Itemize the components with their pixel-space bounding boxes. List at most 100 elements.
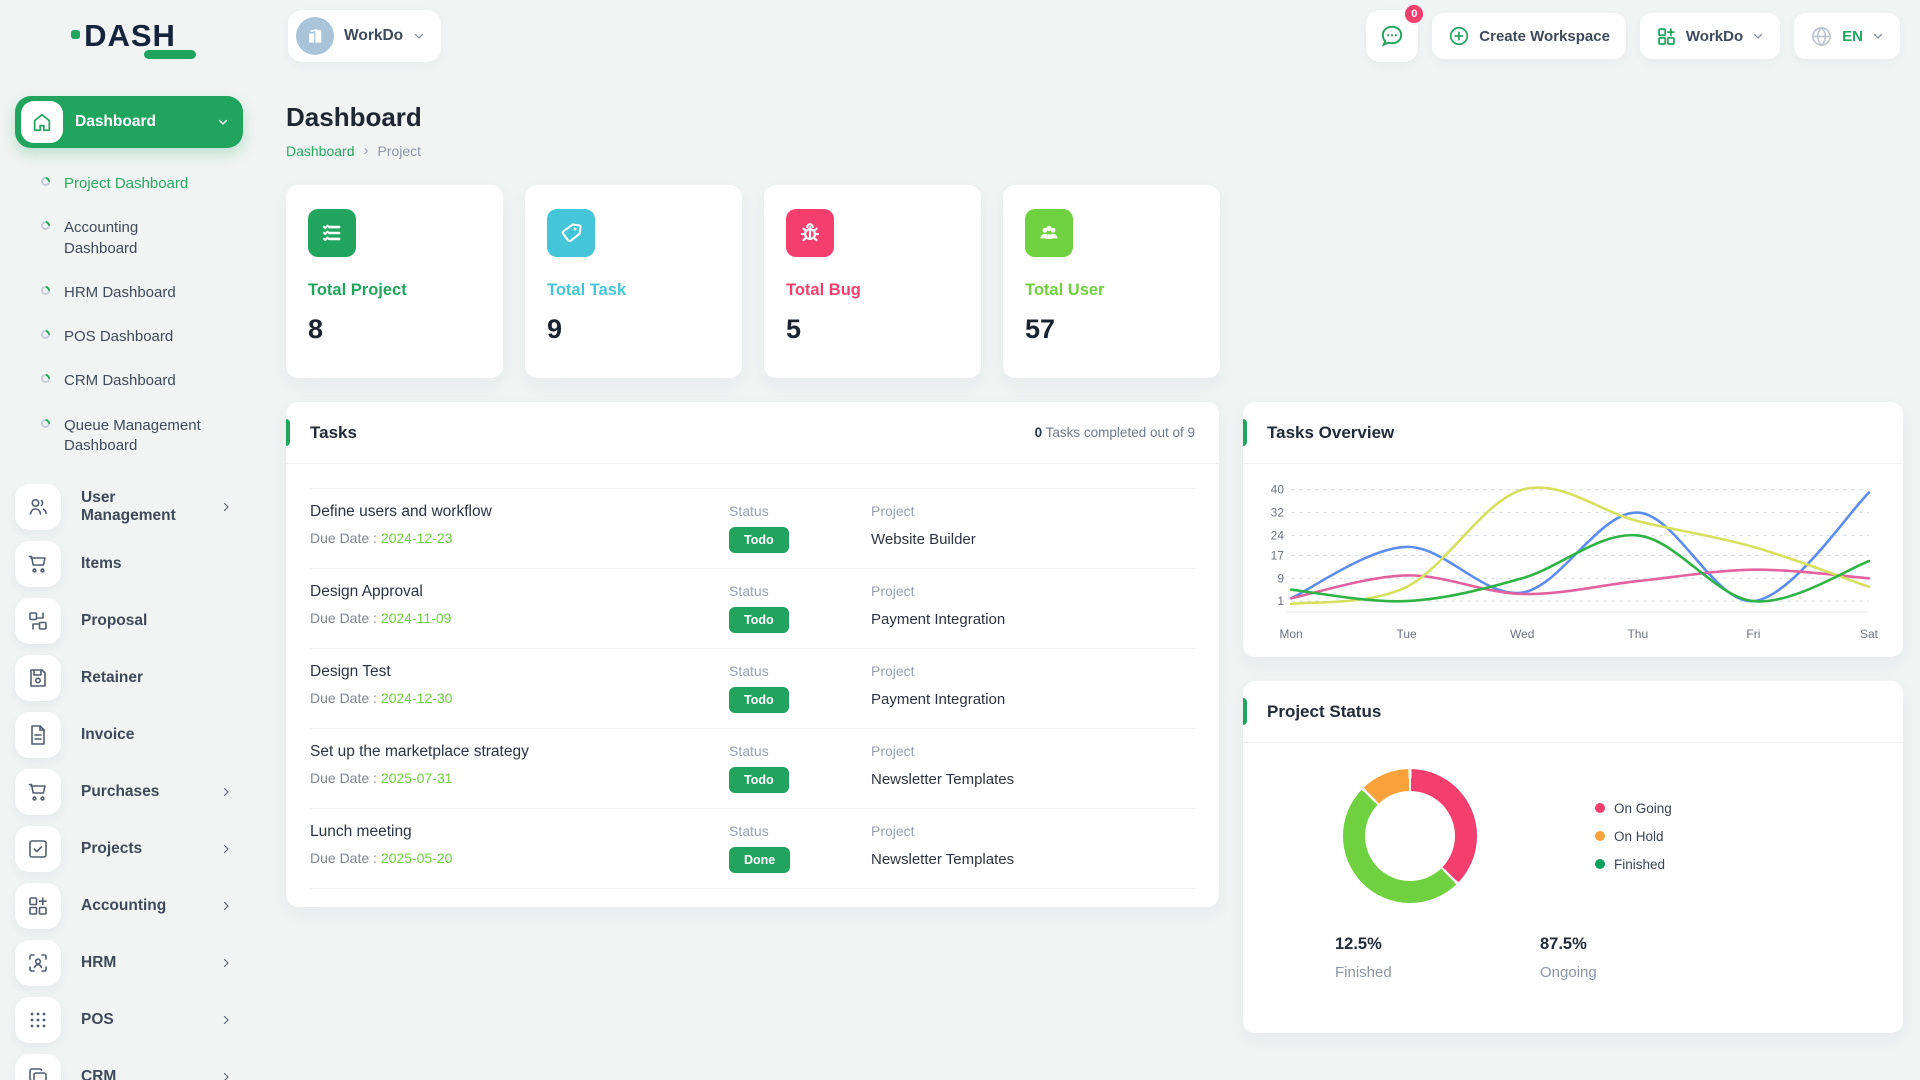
file-icon [31,724,45,745]
sidebar-item-purchases[interactable]: Purchases [15,763,260,820]
task-row: Design Approval Due Date : 2024-11-09 St… [310,568,1195,648]
logo-text: DASH [71,18,176,53]
task-main: Lunch meeting Due Date : 2025-05-20 [310,823,729,873]
app-menu-button[interactable]: WorkDo [1639,13,1781,59]
main-content: Dashboard Dashboard › Project Total Proj… [260,72,1920,1080]
project-name: Newsletter Templates [871,851,1015,868]
bug-icon [800,223,820,242]
stat-label: Total Bug [786,281,861,299]
save-icon [15,654,61,701]
breadcrumb-dashboard-link[interactable]: Dashboard [286,142,355,159]
tasks-summary: 0 Tasks completed out of 9 [1034,425,1195,440]
sidebar-subitem-hrm-dashboard[interactable]: HRM Dashboard [15,271,260,315]
sidebar-item-accounting[interactable]: Accounting [15,877,260,934]
stat-label: Total Project [308,281,407,299]
sidebar-item-crm[interactable]: CRM [15,1048,260,1080]
sidebar-item-dashboard[interactable]: Dashboard [15,96,243,148]
tasks-title: Tasks [310,422,357,442]
sidebar-subitem-label: Queue Management Dashboard [64,416,201,454]
save-icon [30,668,46,687]
bug-icon [786,209,834,257]
sidebar-subitem-pos-dashboard[interactable]: POS Dashboard [15,315,260,359]
status-ring-icon [39,175,52,188]
svg-text:Thu: Thu [1627,627,1648,641]
sidebar-item-proposal[interactable]: Proposal [15,592,260,649]
status-badge: Todo [729,607,789,633]
proposal-icon [29,611,47,630]
project-label: Project [871,583,915,599]
breadcrumb-current: Project [377,142,422,159]
users-group-icon [1040,225,1058,239]
legend-item-on-hold[interactable]: On Hold [1595,829,1672,844]
sidebar-item-user-management[interactable]: User Management [15,478,260,535]
legend-item-on-going[interactable]: On Going [1595,801,1672,816]
task-status-col: Status Todo [729,743,871,793]
task-row: Define users and workflow Due Date : 202… [310,488,1195,568]
legend-label: On Going [1614,800,1672,816]
task-name: Lunch meeting [310,823,412,840]
svg-text:9: 9 [1277,571,1284,585]
sidebar-item-items[interactable]: Items [15,535,260,592]
sidebar-item-label: CRM [81,1067,117,1080]
language-selector[interactable]: EN [1794,13,1900,59]
stat-label: Total Task [547,281,627,299]
status-label: Status [729,823,769,839]
sidebar-item-label: HRM [81,953,117,971]
task-name: Set up the marketplace strategy [310,743,529,760]
chevron-down-icon [1873,33,1883,39]
app-menu-label: WorkDo [1685,27,1744,45]
status-badge: Todo [729,687,789,713]
svg-text:Wed: Wed [1510,627,1534,641]
sidebar-item-label: POS [81,1010,114,1028]
task-due-date: Due Date : 2024-11-09 [310,610,452,626]
sidebar-subitem-crm-dashboard[interactable]: CRM Dashboard [15,359,260,403]
sidebar-item-hrm[interactable]: HRM [15,934,260,991]
user-scan-icon [29,953,47,972]
chevron-right-icon [223,958,229,967]
project-label: Project [871,663,915,679]
sidebar-item-invoice[interactable]: Invoice [15,706,260,763]
create-workspace-button[interactable]: Create Workspace [1432,13,1626,59]
task-status-col: Status Todo [729,503,871,553]
chevron-right-icon [223,787,229,796]
task-project-col: Project Website Builder [871,503,1195,553]
legend-dot-icon [1595,831,1605,841]
series-pink-line [1289,568,1871,600]
svg-text:Fri: Fri [1746,627,1760,641]
task-main: Design Test Due Date : 2024-12-30 [310,663,729,713]
sidebar-subitem-queue-management-dashboard[interactable]: Queue Management Dashboard [15,404,260,469]
workspace-selector[interactable]: WorkDo [288,10,442,62]
legend-item-finished[interactable]: Finished [1595,857,1672,872]
copy-icon [15,1053,61,1080]
sidebar-item-pos[interactable]: POS [15,991,260,1048]
sidebar-subitem-project-dashboard[interactable]: Project Dashboard [15,162,260,206]
sidebar: Dashboard Project Dashboard Accounting Da… [0,72,260,1080]
logo-dash-accent [143,50,196,59]
messages-button[interactable]: 0 [1366,3,1426,62]
task-name: Define users and workflow [310,503,492,520]
tasks-card: Tasks 0 Tasks completed out of 9 Define … [286,402,1219,907]
language-label: EN [1842,27,1863,45]
status-stat-ongoing: 87.5% Ongoing [1540,935,1745,981]
task-row: Lunch meeting Due Date : 2025-05-20 Stat… [310,808,1195,889]
workspace-name: WorkDo [344,27,404,44]
sidebar-item-label: Retainer [81,668,144,686]
sidebar-item-label: User Management [81,488,176,524]
sidebar-item-projects[interactable]: Projects [15,820,260,877]
stat-value: 57 [1025,314,1056,344]
stat-value: 8 [308,314,324,344]
legend-dot-icon [1595,803,1605,813]
stat-label: Total User [1025,281,1105,299]
sidebar-active-label: Dashboard [75,113,156,130]
legend-dot-icon [1595,859,1605,869]
task-project-col: Project Newsletter Templates [871,743,1195,793]
tasks-overview-card: Tasks Overview 40 32 24 17 9 1 Mon Tue Wed Thu Fri… [1243,402,1903,657]
status-ring-icon [39,372,52,386]
stat-card-total-bug: Total Bug 5 [764,185,981,378]
status-stat-finished: 12.5% Finished [1335,935,1540,981]
sidebar-subitem-accounting-dashboard[interactable]: Accounting Dashboard [15,206,260,271]
chevron-right-icon [223,502,229,511]
sidebar-item-retainer[interactable]: Retainer [15,649,260,706]
project-status-stats: 12.5% Finished 87.5% Ongoing [1243,935,1903,981]
sidebar-item-label: Accounting [81,896,167,914]
